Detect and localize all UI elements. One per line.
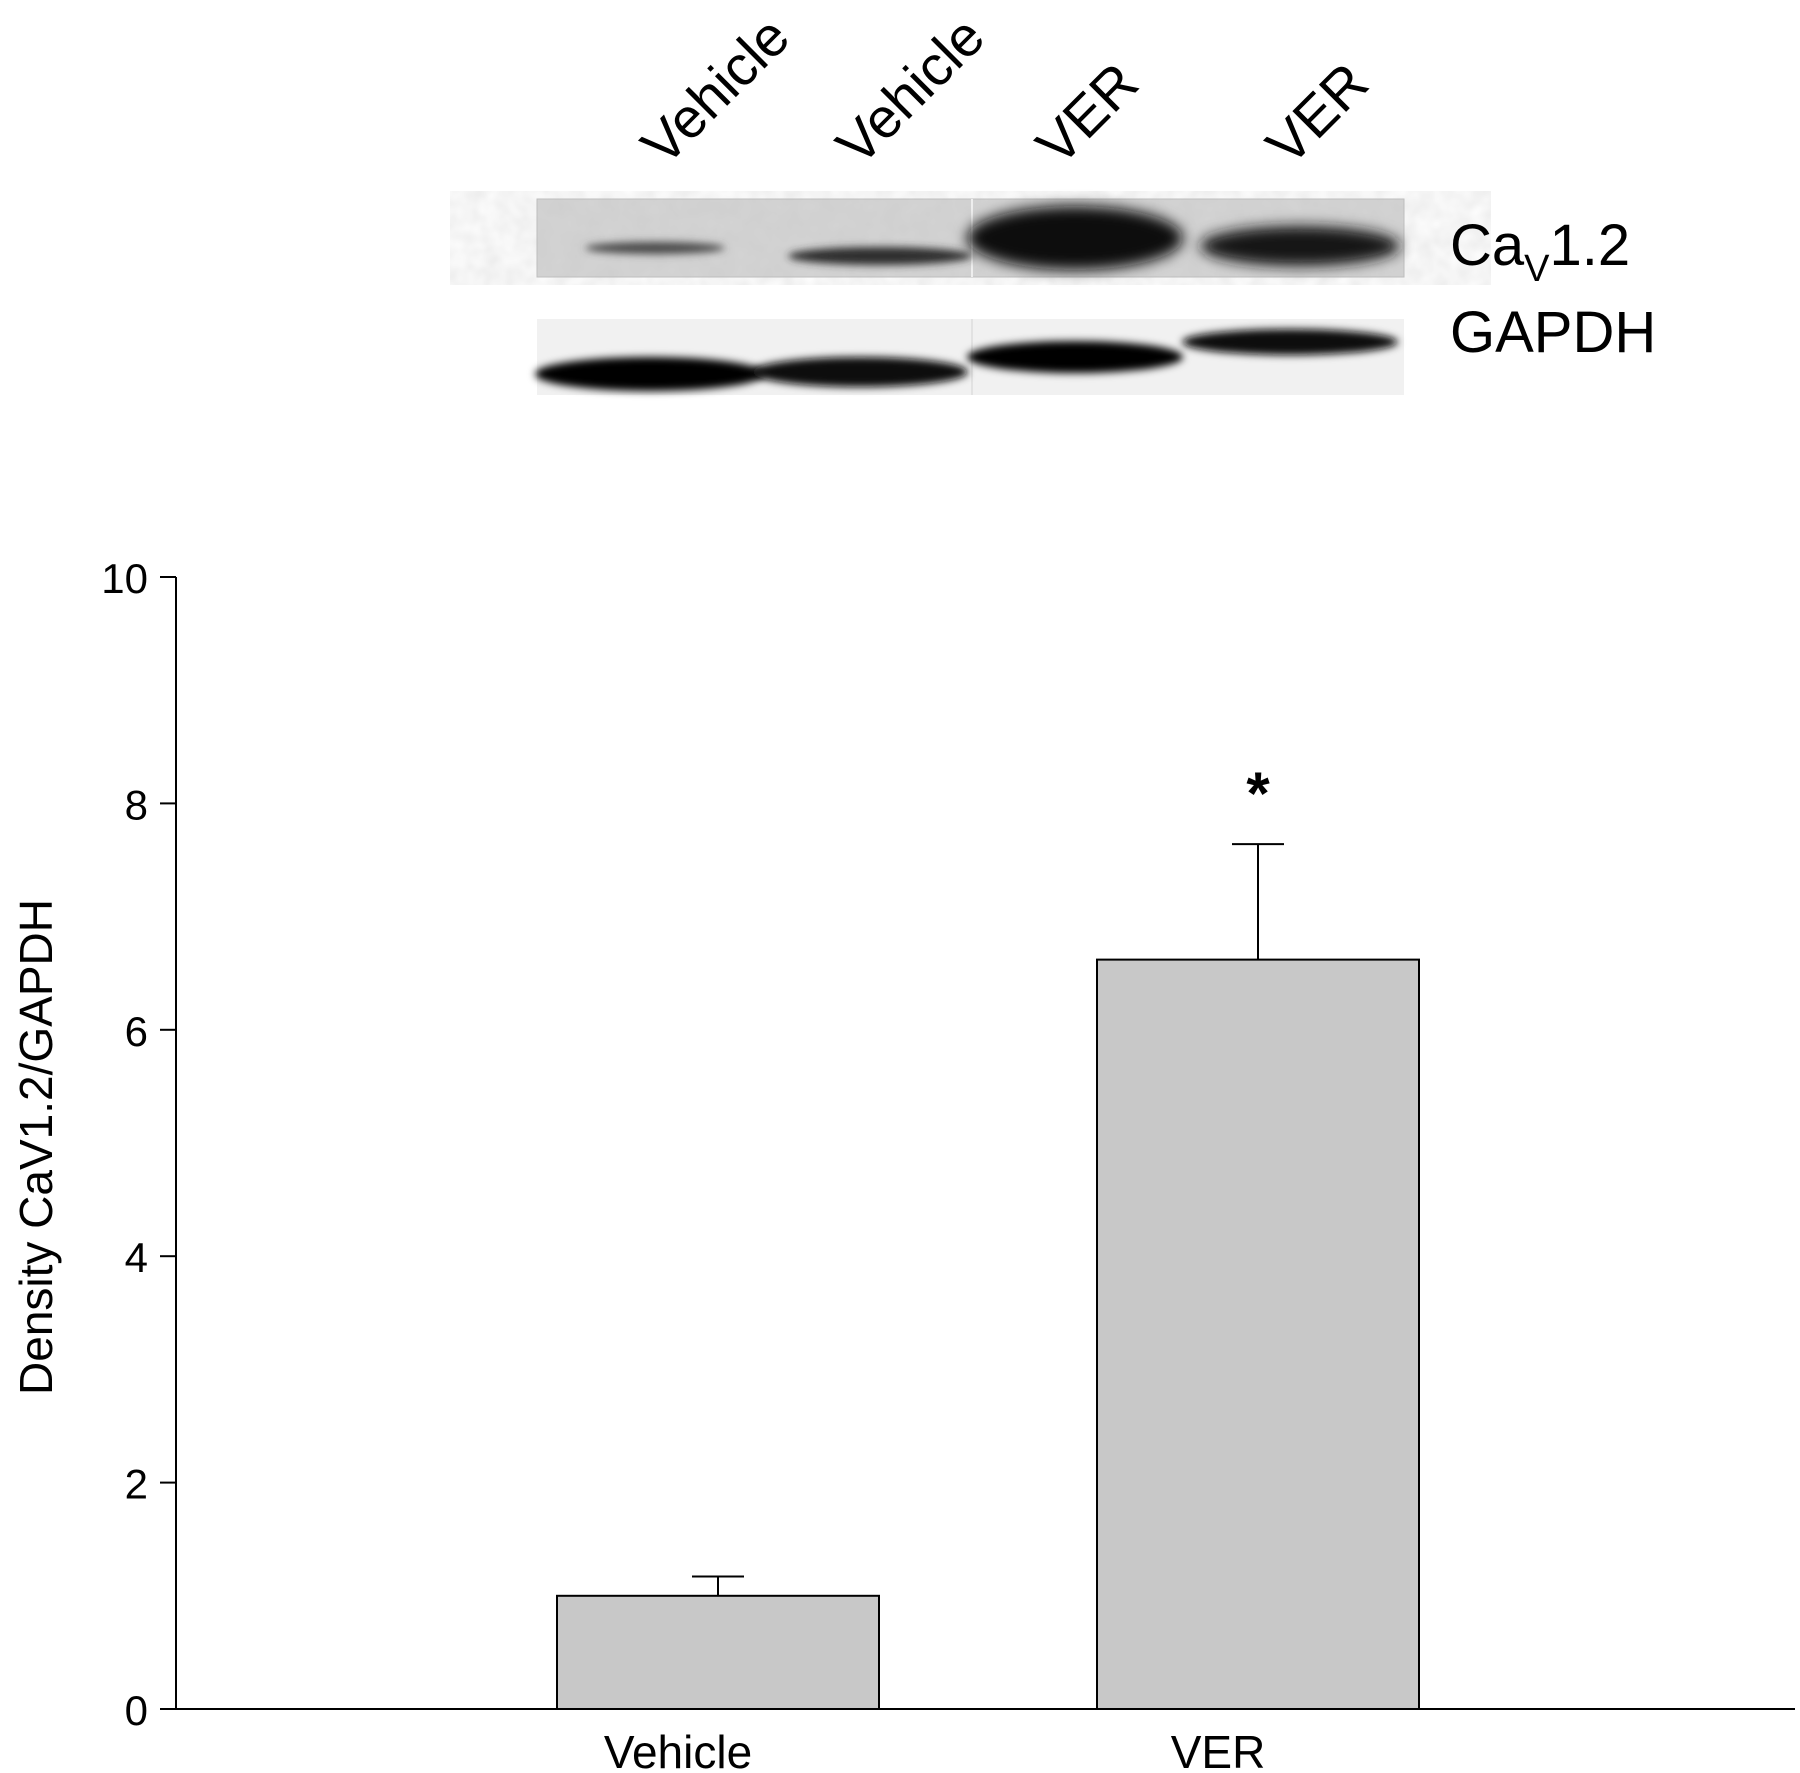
blot-label-gapdh: GAPDH	[1450, 300, 1656, 365]
gapdh-blot-strip	[535, 319, 1404, 395]
lane-label-3: VER	[1024, 51, 1150, 177]
gapdh-band-1	[535, 357, 765, 391]
cav12-blot-strip	[536, 198, 1405, 278]
bar-0	[556, 1594, 880, 1711]
y-tick-label: 4	[125, 1234, 148, 1281]
y-tick-label: 8	[125, 781, 148, 828]
cav12-band-1	[585, 242, 725, 254]
chart-axes: 0 2 4 6 8 10	[101, 555, 1795, 1734]
x-category-label-1: VER	[1171, 1726, 1266, 1773]
bar-1	[1096, 958, 1420, 1710]
gapdh-band-3	[967, 341, 1183, 373]
gapdh-band-4	[1182, 329, 1398, 355]
cav12-band-2	[788, 247, 972, 265]
y-tick-label: 10	[101, 555, 148, 602]
chart-bars: Vehicle * VER	[556, 760, 1420, 1773]
significance-marker-1: *	[1246, 760, 1270, 827]
cav12-band-4	[1200, 226, 1400, 266]
y-axis-label: Density CaV1.2/GAPDH	[10, 899, 62, 1395]
x-category-label-0: Vehicle	[604, 1726, 752, 1773]
lane-label-2: Vehicle	[824, 4, 996, 176]
y-tick-label: 6	[125, 1008, 148, 1055]
gapdh-band-2	[752, 357, 968, 387]
lane-label-1: Vehicle	[629, 4, 801, 176]
blot-label-cav12: CaV1.2	[1450, 213, 1630, 290]
lane-label-4: VER	[1254, 51, 1380, 177]
cav12-band-3	[967, 206, 1183, 270]
y-tick-label: 2	[125, 1461, 148, 1508]
western-blot-figure: Vehicle Vehicle VER VER CaV1.2 GAPDH	[535, 4, 1656, 395]
y-tick-label: 0	[125, 1687, 148, 1734]
